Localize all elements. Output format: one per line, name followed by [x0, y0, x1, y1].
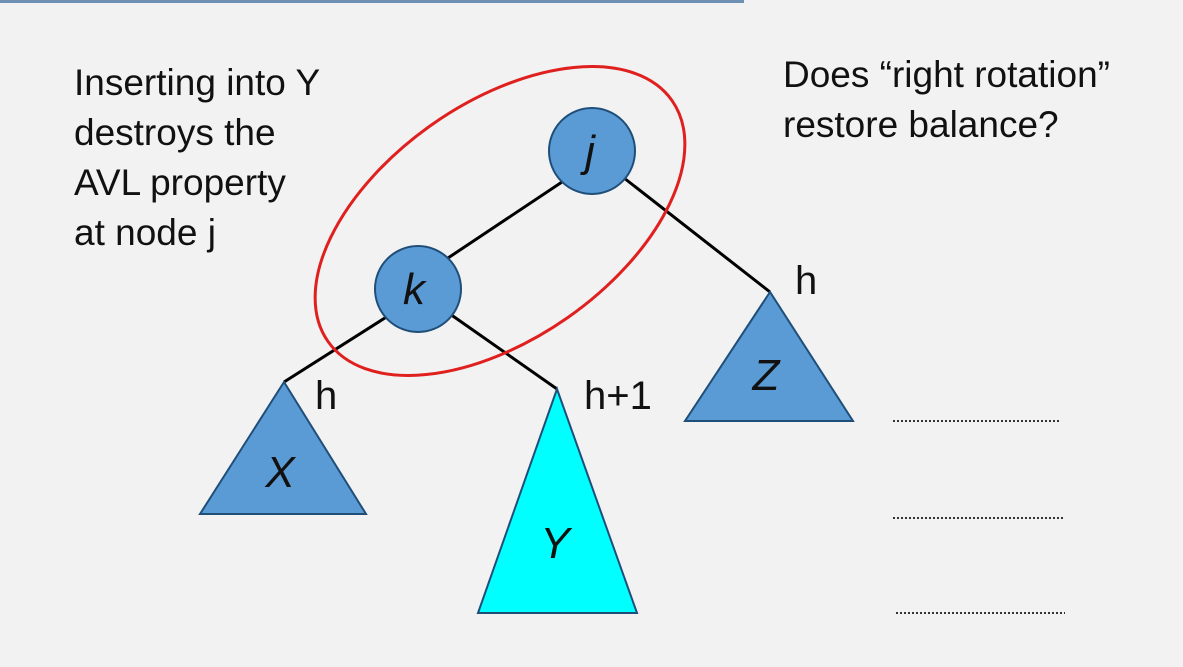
node-k-label: k	[403, 265, 427, 314]
subtree-y-label: Y	[540, 519, 572, 568]
node-j-circle	[548, 107, 636, 195]
subtree-z-label: Z	[752, 351, 782, 400]
top-rule	[0, 0, 744, 3]
subtree-y-triangle	[476, 386, 639, 614]
height-label-z: h	[795, 259, 817, 303]
height-label-y: h+1	[584, 374, 652, 418]
highlight-ellipse	[313, 65, 687, 377]
subtree-x-triangle	[198, 380, 368, 515]
node-k-circle	[374, 245, 462, 333]
edge-j-k	[447, 180, 563, 260]
edge-k-y	[449, 312, 558, 391]
height-label-x: h	[315, 374, 337, 418]
subtree-z-triangle	[683, 290, 855, 422]
caption-left: Inserting into Y destroys the AVL proper…	[74, 62, 321, 253]
subtree-x-label: X	[264, 448, 296, 497]
edge-j-z	[623, 176, 771, 294]
caption-right: Does “right rotation” restore balance?	[783, 54, 1110, 145]
